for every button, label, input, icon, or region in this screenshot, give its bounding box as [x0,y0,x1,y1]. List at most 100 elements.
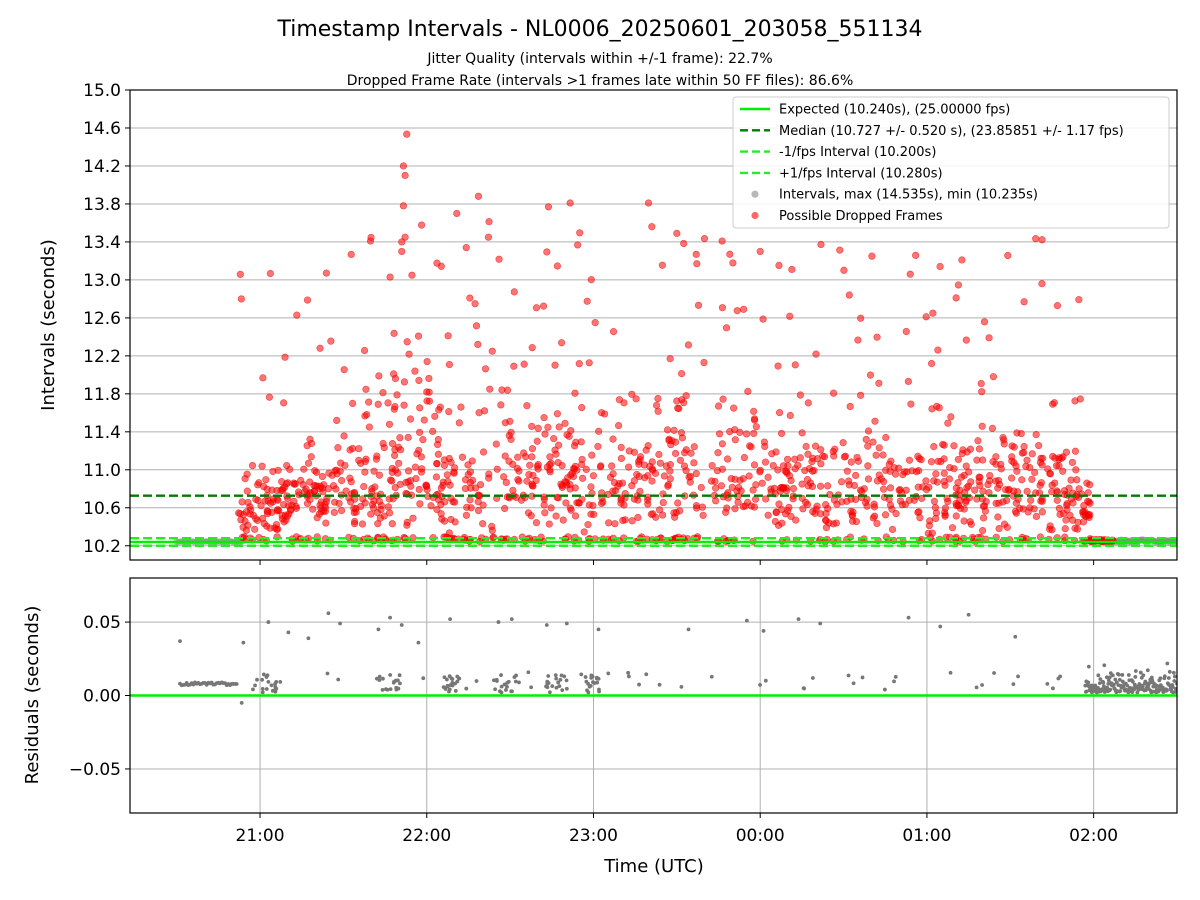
dropped-frame-point [462,244,470,252]
dropped-frame-point [854,336,862,344]
dropped-frame-point [1071,397,1079,405]
dropped-frame-point [1061,525,1069,533]
dropped-frame-point [284,479,292,487]
dropped-frame-point [945,475,954,483]
dropped-frame-point [1086,481,1094,489]
residual-point [278,680,283,684]
dropped-frame-point [774,466,782,474]
residual-point [1170,685,1175,690]
dropped-frame-point [853,453,861,462]
top-y-tick-label: 11.8 [83,385,121,405]
dropped-frame-point [330,508,338,517]
residual-point [274,680,279,684]
dropped-frame-point [337,506,346,515]
residual-point [1138,670,1143,675]
dropped-frame-point [952,294,960,302]
dropped-frame-point [547,504,555,512]
dropped-frame-point [444,332,452,340]
dropped-frame-point [241,517,249,525]
dropped-frame-point [663,426,672,434]
dropped-frame-point [587,276,595,284]
dropped-frame-point [618,479,627,487]
dropped-frame-point [634,513,642,522]
residual-point [509,617,514,622]
dropped-frame-point [932,509,941,517]
dropped-frame-point [555,423,563,431]
dropped-frame-point [285,510,293,518]
dropped-frame-point [830,452,838,460]
dropped-frame-point [529,482,537,490]
residual-point [1013,634,1018,639]
dropped-frame-point [304,459,313,467]
dropped-frame-point [700,235,709,243]
dropped-frame-point [989,373,998,381]
dropped-frame-point [881,511,890,519]
dropped-frame-point [380,512,388,520]
residual-point [626,674,631,679]
residual-point [583,675,588,679]
dropped-frame-point [336,467,344,475]
dropped-frame-point [742,430,751,438]
dropped-frame-point [317,508,326,516]
residual-point [1051,686,1055,691]
dropped-frame-point [1022,462,1030,470]
residual-point [260,687,265,691]
dropped-frame-point [943,494,951,503]
dropped-frame-point [571,512,580,520]
dropped-frame-point [325,469,333,477]
dropped-frame-point [617,443,625,452]
dropped-frame-point [1027,496,1035,504]
dropped-frame-point [1031,468,1039,477]
dropped-frame-point [534,424,542,432]
dropped-frame-point [259,374,267,382]
dropped-frame-point [675,404,683,413]
dropped-frame-point [752,423,760,431]
residual-point [442,675,447,680]
residual-point [253,683,257,688]
residual-point [597,689,601,694]
residual-point [810,676,815,680]
dropped-frame-point [1048,488,1056,496]
dropped-frame-point [1038,461,1046,469]
dropped-frame-point [868,252,876,260]
residual-point [546,674,551,678]
residual-point [587,684,592,689]
dropped-frame-point [731,505,739,513]
dropped-frame-point [520,360,528,368]
dropped-frame-point [655,450,663,459]
dropped-frame-point [545,520,553,528]
dropped-frame-point [573,499,581,507]
dropped-frame-point [630,495,638,503]
dropped-frame-point [988,424,997,432]
residual-point [325,671,330,676]
top-y-tick-label: 13.0 [83,271,121,291]
dropped-frame-point [747,502,755,510]
residual-point [1107,675,1112,680]
residual-point [512,675,517,680]
residual-point [1133,669,1138,673]
dropped-frame-point [260,520,268,528]
residual-point [444,677,449,682]
residual-point [1016,674,1020,679]
residual-point [178,639,182,644]
dropped-frame-point [411,463,420,471]
dropped-frame-point [384,399,392,407]
dropped-frame-point [294,488,303,496]
dropped-frame-point [1018,449,1026,457]
dropped-frame-point [948,524,957,532]
dropped-frame-point [656,459,664,467]
dropped-frame-point [322,269,330,277]
dropped-frame-point [785,503,793,512]
residual-point [584,679,589,684]
dropped-frame-point [1066,511,1074,519]
dropped-frame-point [1028,475,1036,483]
top-y-tick-label: 12.6 [83,309,121,329]
dropped-frame-point [546,453,554,461]
residual-point [744,618,749,623]
dropped-frame-point [882,433,890,442]
dropped-frame-point [417,453,425,461]
dropped-frame-point [786,312,794,320]
dropped-frame-point [493,465,501,473]
dropped-frame-point [583,297,591,305]
dropped-frame-point [327,337,335,345]
